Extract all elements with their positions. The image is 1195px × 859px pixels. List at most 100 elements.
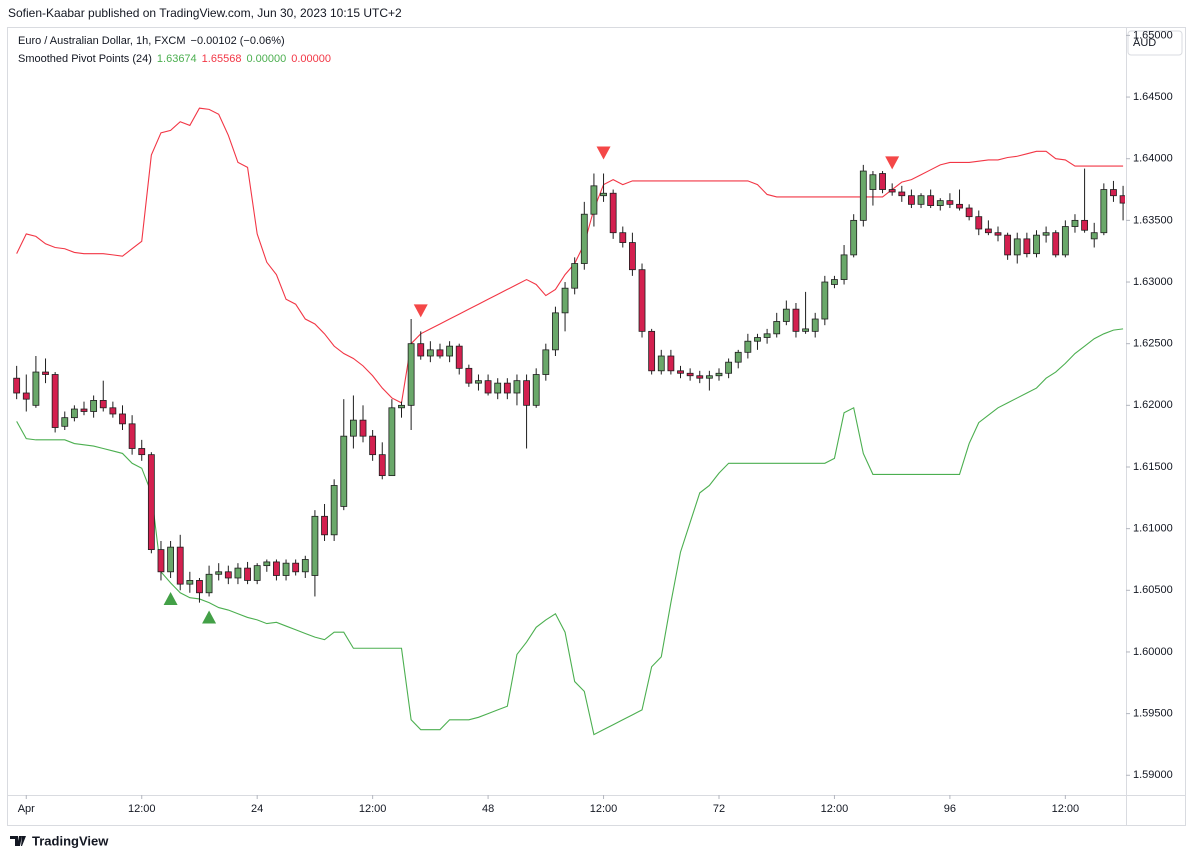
candle-body	[13, 377, 21, 394]
candle-body	[571, 263, 579, 289]
candle-body	[859, 170, 867, 221]
y-tick-label: 1.63000	[1133, 276, 1173, 288]
candle-body	[840, 254, 848, 280]
candle-body	[417, 343, 425, 357]
candle-body	[908, 195, 915, 205]
candle-body	[1004, 234, 1012, 256]
x-tick-label: 12:00	[590, 803, 618, 815]
candle-body	[407, 343, 415, 406]
sell-signal	[885, 156, 900, 170]
y-tick-label: 1.65000	[1133, 29, 1173, 41]
candle-body	[936, 200, 944, 206]
candle-body	[378, 454, 386, 477]
candle-body	[1061, 226, 1069, 256]
x-tick-label: 48	[482, 803, 494, 815]
candle-body	[234, 567, 242, 579]
candle-body	[475, 380, 482, 384]
candle-body	[359, 419, 367, 437]
brand-logo: TradingView	[10, 833, 109, 848]
candle-body	[513, 380, 521, 394]
candle-body	[176, 546, 184, 585]
candle-body	[1013, 238, 1021, 256]
candle-body	[552, 312, 559, 351]
candle-body	[90, 400, 98, 412]
candle-body	[946, 200, 954, 205]
candle-body	[263, 561, 271, 567]
candle-body	[956, 203, 963, 209]
candle-body	[215, 571, 223, 575]
candle-body	[629, 242, 636, 271]
candle-body	[321, 515, 328, 536]
candle-body	[1033, 234, 1040, 255]
x-tick-label: 12:00	[1052, 803, 1080, 815]
candle-body	[927, 195, 935, 206]
candle-body	[282, 562, 290, 576]
indicator-legend: Smoothed Pivot Points (24) 1.63674 1.65568…	[18, 53, 331, 65]
candle-body	[138, 448, 146, 456]
candle-body	[484, 380, 492, 394]
candle-body	[715, 372, 723, 377]
candle-body	[532, 374, 540, 406]
candle-body	[388, 407, 396, 477]
candle-body	[224, 571, 232, 579]
candle-body	[561, 287, 569, 314]
candle-body	[879, 173, 886, 190]
candle-body	[301, 559, 309, 573]
candle-body	[42, 371, 49, 375]
candle-body	[426, 349, 434, 357]
brand-text: TradingView	[32, 833, 109, 848]
y-tick-label: 1.62000	[1133, 399, 1173, 411]
candle-body	[734, 351, 742, 363]
x-tick-label: 12:00	[128, 803, 156, 815]
indicator-value: 0.00000	[246, 53, 286, 65]
candle-body	[869, 174, 877, 190]
candle-body	[330, 485, 338, 536]
candle-body	[119, 413, 126, 425]
indicator-value: 1.65568	[202, 53, 242, 65]
candle-body	[436, 349, 444, 357]
candle-body	[1090, 232, 1098, 240]
y-tick-label: 1.64500	[1133, 91, 1173, 103]
candle-body	[244, 567, 251, 581]
candle-body	[147, 454, 155, 551]
candle-body	[167, 546, 174, 573]
candle-body	[648, 330, 656, 372]
candle-body	[600, 192, 607, 197]
candle-body	[888, 189, 896, 193]
indicator-value: 0.00000	[291, 53, 331, 65]
candle-body	[455, 345, 463, 369]
candle-body	[1081, 219, 1088, 231]
pivot-line	[16, 328, 1124, 736]
candle-body	[705, 375, 713, 379]
candle-body	[99, 400, 107, 409]
candle-body	[744, 340, 752, 353]
candle-body	[542, 349, 550, 375]
buy-signal	[202, 610, 217, 624]
candle-body	[1110, 189, 1117, 197]
buy-signal	[163, 591, 178, 605]
candle-body	[792, 308, 800, 332]
candle-body	[465, 367, 473, 384]
sell-signal	[596, 146, 611, 160]
candle-body	[205, 573, 213, 594]
candle-body	[898, 191, 906, 197]
pivot-line	[16, 107, 1124, 404]
candle-body	[1042, 232, 1050, 236]
candle-body	[782, 308, 790, 322]
candle-body	[657, 355, 665, 372]
candle-body	[754, 337, 761, 342]
y-tick-label: 1.59500	[1133, 708, 1173, 720]
candle-body	[677, 370, 684, 374]
candle-body	[821, 281, 829, 320]
x-tick-label: Apr	[18, 803, 35, 815]
candle-body	[51, 374, 59, 428]
y-tick-label: 1.60500	[1133, 584, 1173, 596]
candle-body	[773, 321, 781, 335]
publisher: Sofien-Kaabar published on TradingView.c…	[8, 6, 402, 20]
candle-body	[590, 185, 598, 215]
candle-body	[831, 279, 838, 285]
plot	[13, 107, 1125, 736]
candle-body	[273, 561, 280, 576]
candle-body	[975, 216, 983, 230]
